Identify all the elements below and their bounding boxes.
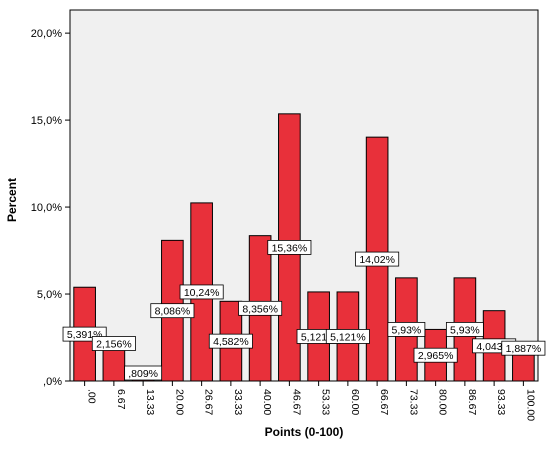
data-label-box: [91, 336, 136, 351]
data-label-box: [413, 347, 458, 363]
data-label: 14,02%: [359, 254, 395, 266]
x-tick-label: .00: [86, 389, 98, 404]
data-label: 2,965%: [418, 350, 454, 362]
x-tick-label: 40.00: [261, 389, 273, 415]
data-label-box: [445, 322, 484, 337]
y-axis-label: Percent: [5, 178, 19, 222]
data-label-box: [325, 329, 370, 344]
x-tick-label: 53.33: [320, 389, 332, 415]
data-label-box: [501, 340, 546, 356]
x-tick-label: 13.33: [144, 389, 156, 415]
data-label-box: [238, 300, 283, 316]
y-tick-label: 5,0%: [37, 289, 62, 301]
x-tick-label: 93.33: [495, 389, 507, 415]
data-label-box: [179, 284, 224, 300]
data-label: 15,36%: [272, 242, 308, 254]
data-label: 1,887%: [506, 343, 542, 355]
x-tick-label: 86.67: [466, 389, 478, 415]
data-label-box: [150, 303, 195, 319]
data-label: 5,93%: [450, 324, 480, 336]
data-label: 8,086%: [155, 306, 191, 318]
data-label: 2,156%: [96, 338, 132, 350]
y-tick-label: 15,0%: [31, 115, 62, 127]
x-tick-label: 60.00: [349, 389, 361, 415]
x-tick-label: 66.67: [378, 389, 390, 415]
x-tick-label: 46.67: [290, 389, 302, 415]
x-axis-label: Points (0-100): [265, 425, 344, 439]
x-tick-label: 26.67: [203, 389, 215, 415]
data-label: 5,93%: [391, 324, 421, 336]
data-label-box: [208, 333, 253, 349]
y-tick-label: ,0%: [43, 376, 62, 388]
x-tick-label: 6.67: [115, 389, 127, 410]
data-label: 4,582%: [213, 336, 249, 348]
x-tick-label: 80.00: [437, 389, 449, 415]
data-label: 10,24%: [184, 287, 220, 299]
y-tick-label: 10,0%: [31, 202, 62, 214]
data-label: ,809%: [128, 368, 158, 380]
data-label-box: [267, 240, 312, 255]
data-label-box: [355, 251, 400, 267]
y-tick-label: 20,0%: [31, 28, 62, 40]
x-tick-label: 100.00: [524, 389, 536, 421]
data-label-box: [124, 365, 163, 381]
data-label: 5,121%: [330, 331, 366, 343]
x-tick-label: 73.33: [407, 389, 419, 415]
x-tick-label: 20.00: [173, 389, 185, 415]
x-tick-label: 33.33: [232, 389, 244, 415]
data-label: 8,356%: [242, 303, 278, 315]
data-label-box: [387, 322, 426, 337]
